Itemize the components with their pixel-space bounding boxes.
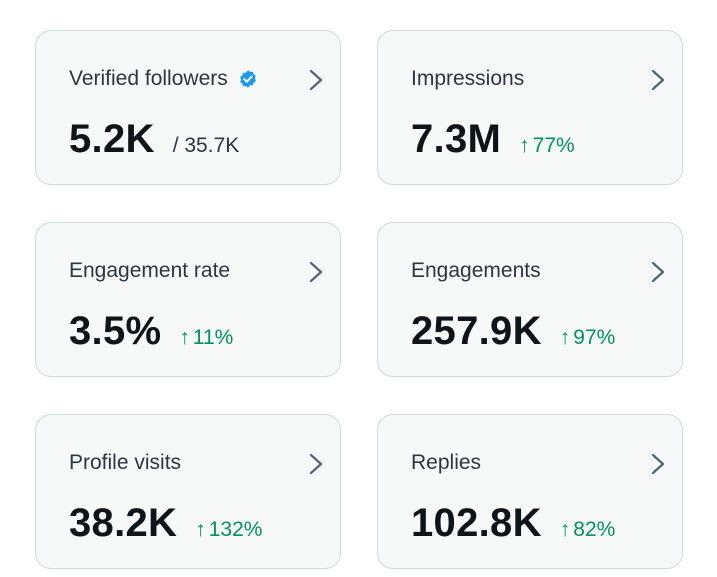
delta-value: 11% xyxy=(192,326,234,349)
chevron-right-icon xyxy=(309,453,323,475)
metric-card-engagement-rate[interactable]: Engagement rate 3.5% ↑ 11% xyxy=(35,222,341,377)
delta-value: 132% xyxy=(208,518,263,541)
up-arrow-icon: ↑ xyxy=(559,518,571,541)
chevron-right-icon xyxy=(309,69,323,91)
metric-card-impressions[interactable]: Impressions 7.3M ↑ 77% xyxy=(377,30,683,185)
metric-value: 7.3M xyxy=(411,117,502,161)
metric-label: Verified followers xyxy=(69,67,228,90)
metric-delta: ↑ 77% xyxy=(519,134,575,158)
metric-card-verified-followers[interactable]: Verified followers 5.2K / 35.7K xyxy=(35,30,341,185)
metric-value: 3.5% xyxy=(69,309,162,353)
chevron-right-icon xyxy=(651,69,665,91)
metric-delta: ↑ 132% xyxy=(195,518,262,542)
metric-label: Replies xyxy=(411,451,482,474)
metric-value: 38.2K xyxy=(69,501,178,545)
metric-label: Profile visits xyxy=(69,451,182,474)
metric-card-replies[interactable]: Replies 102.8K ↑ 82% xyxy=(377,414,683,569)
chevron-right-icon xyxy=(651,261,665,283)
metric-card-profile-visits[interactable]: Profile visits 38.2K ↑ 132% xyxy=(35,414,341,569)
metric-card-engagements[interactable]: Engagements 257.9K ↑ 97% xyxy=(377,222,683,377)
metric-label: Impressions xyxy=(411,67,525,90)
metric-delta: ↑ 97% xyxy=(560,326,616,350)
up-arrow-icon: ↑ xyxy=(519,134,530,157)
chevron-right-icon xyxy=(309,261,323,283)
delta-value: 97% xyxy=(573,326,616,349)
up-arrow-icon: ↑ xyxy=(195,518,206,541)
metric-total: / 35.7K xyxy=(172,134,240,157)
delta-value: 82% xyxy=(573,518,616,541)
metric-value: 102.8K xyxy=(411,501,542,545)
delta-value: 77% xyxy=(532,134,575,157)
verified-badge-icon xyxy=(239,70,256,88)
metric-value: 257.9K xyxy=(411,309,542,353)
metric-label: Engagements xyxy=(411,259,541,282)
up-arrow-icon: ↑ xyxy=(559,326,571,349)
chevron-right-icon xyxy=(651,453,665,475)
metric-value: 5.2K xyxy=(69,117,155,161)
up-arrow-icon: ↑ xyxy=(179,326,190,349)
metric-delta: ↑ 82% xyxy=(560,518,616,542)
metric-delta: ↑ 11% xyxy=(179,326,233,350)
metric-label: Engagement rate xyxy=(69,259,231,282)
